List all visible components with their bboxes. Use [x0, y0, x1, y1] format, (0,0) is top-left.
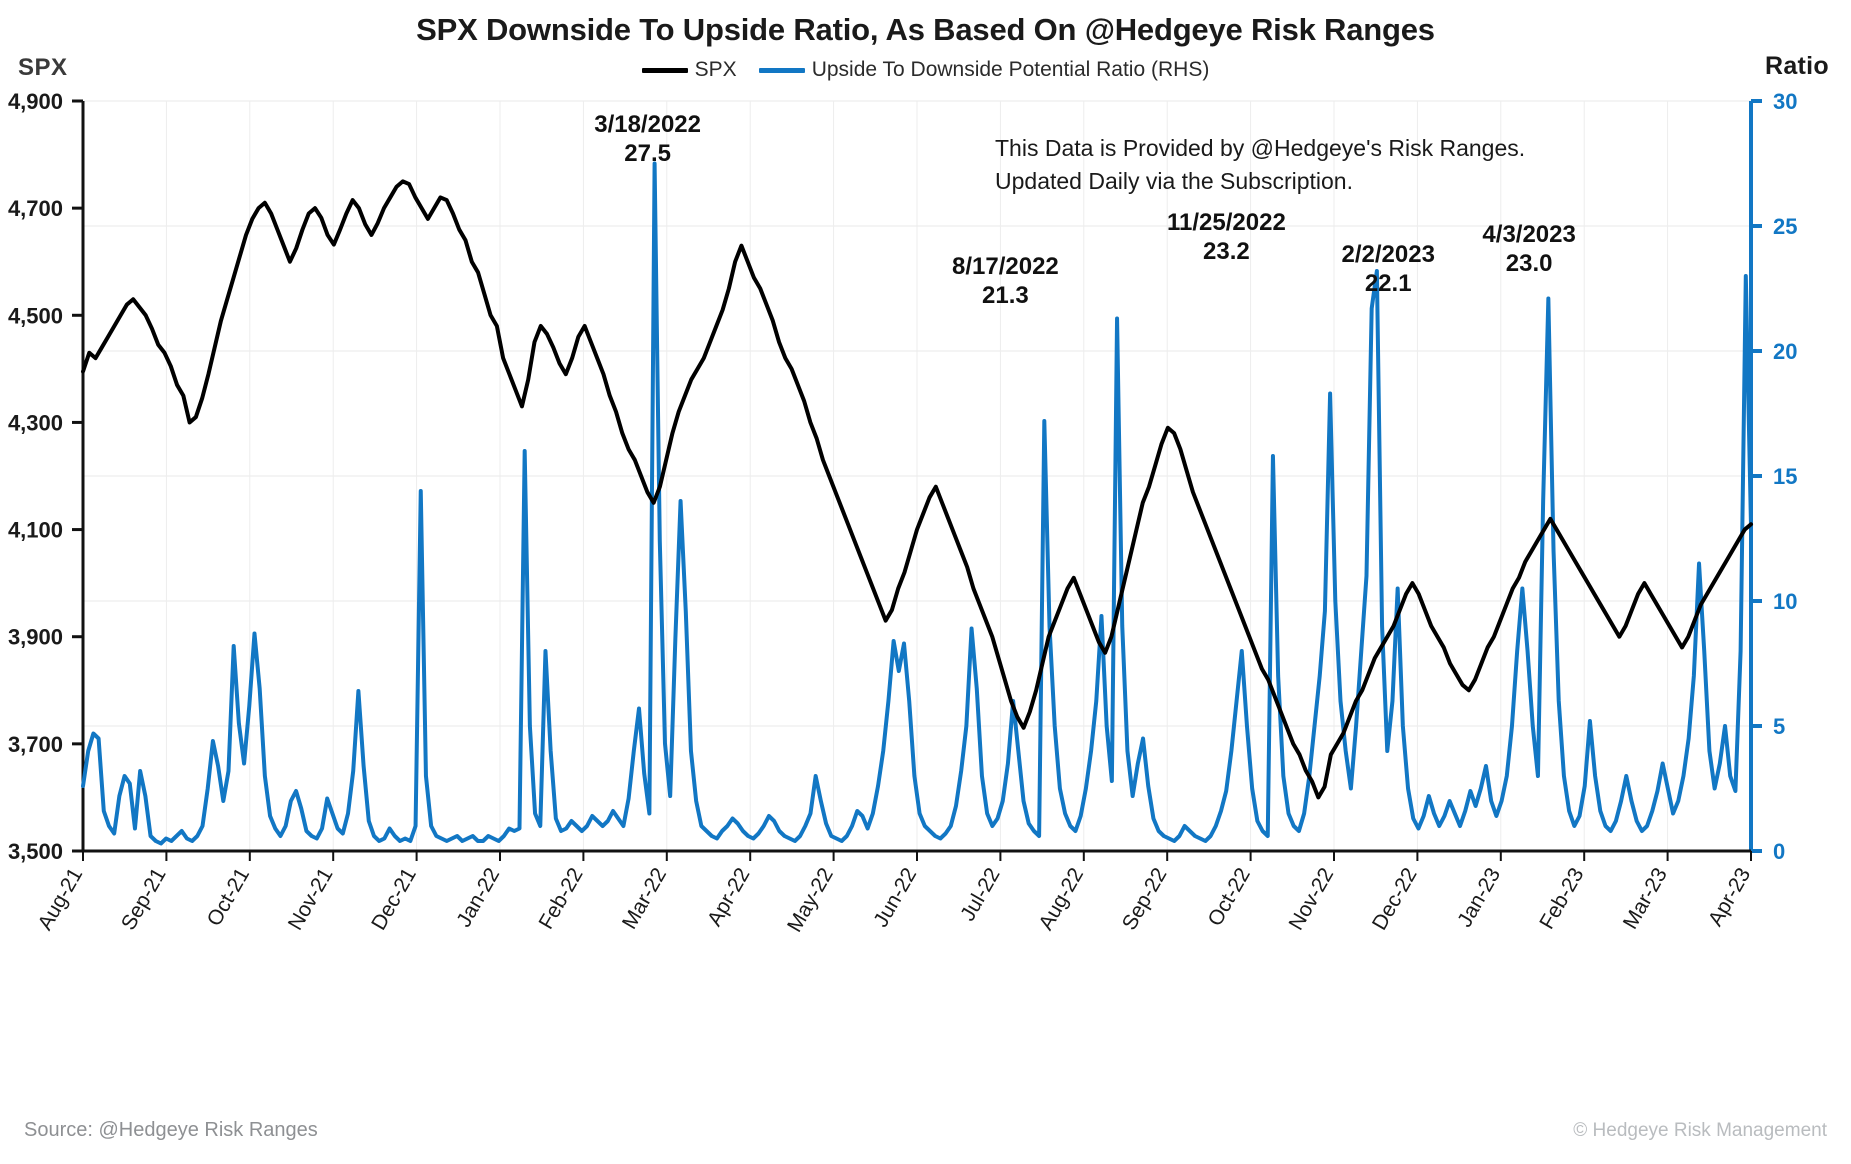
y-axis-tick-left: 4,700 [8, 196, 63, 221]
x-axis-tick-label: Jan-23 [1453, 864, 1505, 931]
annotation-date: 8/17/2022 [952, 253, 1059, 280]
x-axis-tick-label: Oct-21 [203, 864, 254, 930]
annotation-value: 23.2 [1203, 238, 1250, 266]
series-line-spx [81, 179, 1753, 800]
legend-swatch-ratio [758, 67, 805, 73]
x-axis-tick-label: Apr-23 [1704, 864, 1755, 930]
annotation-callout: 3/18/2022 27.5 [594, 110, 701, 169]
x-axis-tick-label: Feb-22 [535, 864, 588, 933]
y-axis-tick-right: 10 [1773, 589, 1797, 614]
y-axis-tick-left: 4,500 [8, 303, 63, 328]
y-axis-tick-left: 3,700 [8, 732, 63, 757]
annotation-callout: 8/17/2022 21.3 [952, 252, 1059, 311]
x-axis-tick-label: Mar-23 [1619, 864, 1672, 933]
x-axis-tick-label: Aug-21 [34, 864, 88, 934]
copyright-label: © Hedgeye Risk Management [1573, 1120, 1827, 1141]
y-axis-tick-left: 4,900 [8, 89, 63, 114]
annotation-date: 11/25/2022 [1167, 209, 1286, 236]
left-axis-title: SPX [18, 54, 68, 81]
chart-legend: SPX Upside To Downside Potential Ratio (… [0, 58, 1851, 82]
x-axis-tick-label: Nov-22 [1285, 864, 1339, 934]
x-axis-tick-label: Jun-22 [869, 864, 921, 931]
y-axis-tick-right: 25 [1773, 214, 1797, 239]
y-axis-tick-right: 15 [1773, 464, 1797, 489]
x-axis-tick-label: Dec-21 [367, 864, 421, 934]
x-axis-tick-label: Apr-22 [703, 864, 754, 930]
y-axis-tick-left: 3,900 [8, 625, 63, 650]
x-axis-tick-label: May-22 [783, 864, 838, 936]
series-line-ratio [81, 161, 1753, 846]
legend-item-ratio[interactable]: Upside To Downside Potential Ratio (RHS) [758, 58, 1210, 82]
annotation-date: 2/2/2023 [1341, 241, 1435, 268]
x-axis-tick-label: Sep-21 [117, 864, 171, 934]
x-axis-tick-label: Aug-22 [1034, 864, 1088, 934]
page-title: SPX Downside To Upside Ratio, As Based O… [416, 12, 1435, 47]
annotation-callout: 11/25/2022 23.2 [1167, 208, 1286, 267]
annotation-date: 4/3/2023 [1482, 221, 1576, 248]
x-axis-tick-label: Nov-21 [284, 864, 338, 934]
y-axis-tick-right: 30 [1773, 89, 1797, 114]
y-axis-tick-left: 4,100 [8, 518, 63, 543]
annotation-callout: 4/3/2023 23.0 [1482, 220, 1575, 279]
legend-label-ratio: Upside To Downside Potential Ratio (RHS) [811, 58, 1210, 81]
legend-label-spx: SPX [694, 58, 737, 81]
x-axis-tick-label: Jul-22 [956, 864, 1005, 925]
annotation-callout: 2/2/2023 22.1 [1341, 240, 1434, 299]
y-axis-tick-left: 3,500 [8, 839, 63, 864]
x-axis-tick-label: Oct-22 [1203, 864, 1254, 930]
chart-note: This Data is Provided by @Hedgeye's Risk… [995, 135, 1526, 194]
x-axis-tick-label: Feb-23 [1535, 864, 1588, 933]
annotation-value: 27.5 [624, 140, 671, 168]
source-label: Source: @Hedgeye Risk Ranges [24, 1119, 318, 1141]
x-axis-tick-label: Mar-22 [618, 864, 671, 933]
legend-item-spx[interactable]: SPX [641, 58, 737, 82]
annotation-value: 22.1 [1364, 270, 1412, 298]
x-axis-tick-label: Sep-22 [1118, 864, 1172, 934]
y-axis-tick-right: 20 [1773, 339, 1797, 364]
annotation-date: 3/18/2022 [594, 111, 701, 138]
y-axis-tick-right: 5 [1773, 714, 1785, 739]
right-axis-title: Ratio [1765, 52, 1829, 80]
x-axis-tick-label: Dec-22 [1368, 864, 1422, 934]
y-axis-tick-right: 0 [1773, 839, 1785, 864]
y-axis-tick-left: 4,300 [8, 410, 63, 435]
annotation-value: 23.0 [1505, 250, 1553, 278]
annotation-value: 21.3 [982, 282, 1029, 310]
legend-swatch-spx [641, 67, 688, 73]
x-axis-tick-label: Jan-22 [452, 864, 504, 931]
